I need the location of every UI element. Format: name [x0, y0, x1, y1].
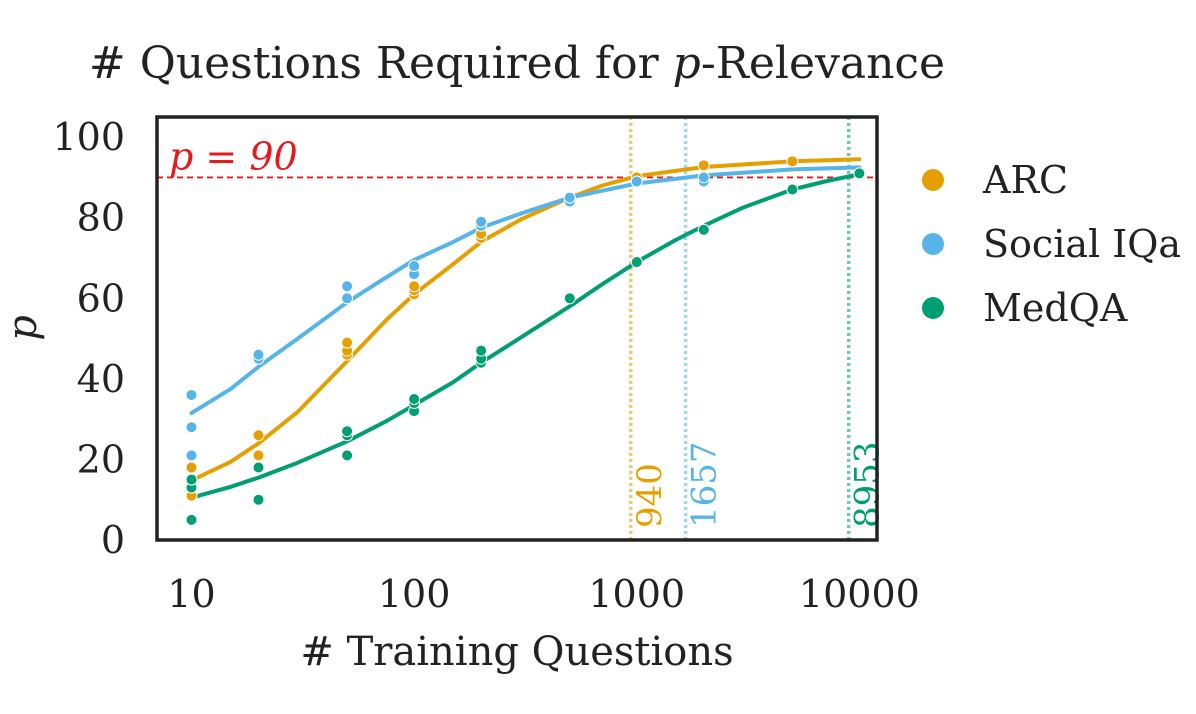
- point-1-10: [475, 215, 488, 228]
- chart-title-prefix: # Questions Required for: [89, 38, 673, 89]
- point-2-14: [563, 292, 576, 305]
- x-tick-label-3: 10000: [799, 572, 920, 616]
- x-axis-label: # Training Questions: [300, 629, 733, 675]
- y-tick-label-2: 40: [77, 357, 125, 401]
- point-0-15: [697, 159, 710, 172]
- point-1-2: [185, 388, 198, 401]
- plot-frame: [155, 115, 879, 542]
- x-tick-label-0: 10: [167, 572, 215, 616]
- point-2-16: [697, 223, 710, 236]
- legend-label-1: Social IQa: [983, 222, 1181, 266]
- point-1-5: [341, 292, 354, 305]
- point-2-7: [341, 425, 354, 438]
- point-0-7: [341, 336, 354, 349]
- legend-marker-0: [922, 169, 944, 191]
- legend-marker-2: [922, 297, 944, 319]
- point-1-4: [252, 348, 265, 361]
- point-0-10: [408, 280, 421, 293]
- point-2-2: [185, 473, 198, 486]
- legend-marker-1: [922, 233, 944, 255]
- point-2-4: [252, 461, 265, 474]
- point-2-10: [408, 393, 421, 405]
- threshold-marker-label-2: 8953: [848, 441, 888, 528]
- point-1-12: [563, 191, 576, 204]
- point-2-17: [786, 183, 799, 196]
- chart-title: # Questions Required for p-Relevance: [89, 38, 945, 89]
- y-tick-label-3: 60: [77, 276, 125, 320]
- y-tick-label-0: 0: [101, 518, 125, 562]
- point-1-0: [185, 449, 198, 462]
- x-tick-label-2: 1000: [588, 572, 685, 616]
- y-tick-label-4: 80: [77, 196, 125, 240]
- chart-title-italic: p: [673, 38, 701, 89]
- legend-label-0: ARC: [982, 158, 1068, 202]
- fit-line-0: [189, 157, 862, 483]
- fit-line-2: [189, 172, 862, 500]
- point-1-13: [630, 175, 643, 188]
- point-1-15: [697, 171, 710, 184]
- legend: ARC Social IQa MedQA: [922, 158, 1181, 330]
- threshold-marker-label-1: 1657: [685, 441, 725, 528]
- x-tick-label-1: 100: [378, 572, 451, 616]
- plot-area: p = 90 940 1657 8953: [157, 117, 888, 540]
- point-0-4: [252, 429, 265, 442]
- point-0-16: [786, 155, 799, 168]
- point-1-1: [185, 421, 198, 434]
- y-tick-label-1: 20: [77, 437, 125, 481]
- point-0-3: [252, 449, 265, 462]
- point-1-8: [408, 260, 421, 273]
- point-2-3: [252, 493, 265, 506]
- x-axis: 10 100 1000 10000: [167, 572, 920, 616]
- chart-title-suffix: -Relevance: [701, 38, 945, 89]
- point-2-15: [630, 256, 643, 269]
- point-1-6: [341, 280, 354, 293]
- point-2-0: [185, 513, 198, 526]
- point-2-13: [475, 344, 488, 357]
- threshold-marker-label-0: 940: [630, 463, 670, 528]
- y-axis-label: p: [0, 315, 46, 341]
- threshold-label: p = 90: [169, 134, 298, 178]
- legend-label-2: MedQA: [983, 286, 1128, 330]
- point-2-5: [341, 449, 354, 462]
- point-2-18: [853, 167, 866, 180]
- fit-line-1: [189, 165, 862, 416]
- y-tick-label-5: 100: [52, 115, 125, 159]
- y-axis: 0 20 40 60 80 100: [52, 115, 125, 562]
- point-0-2: [185, 461, 198, 474]
